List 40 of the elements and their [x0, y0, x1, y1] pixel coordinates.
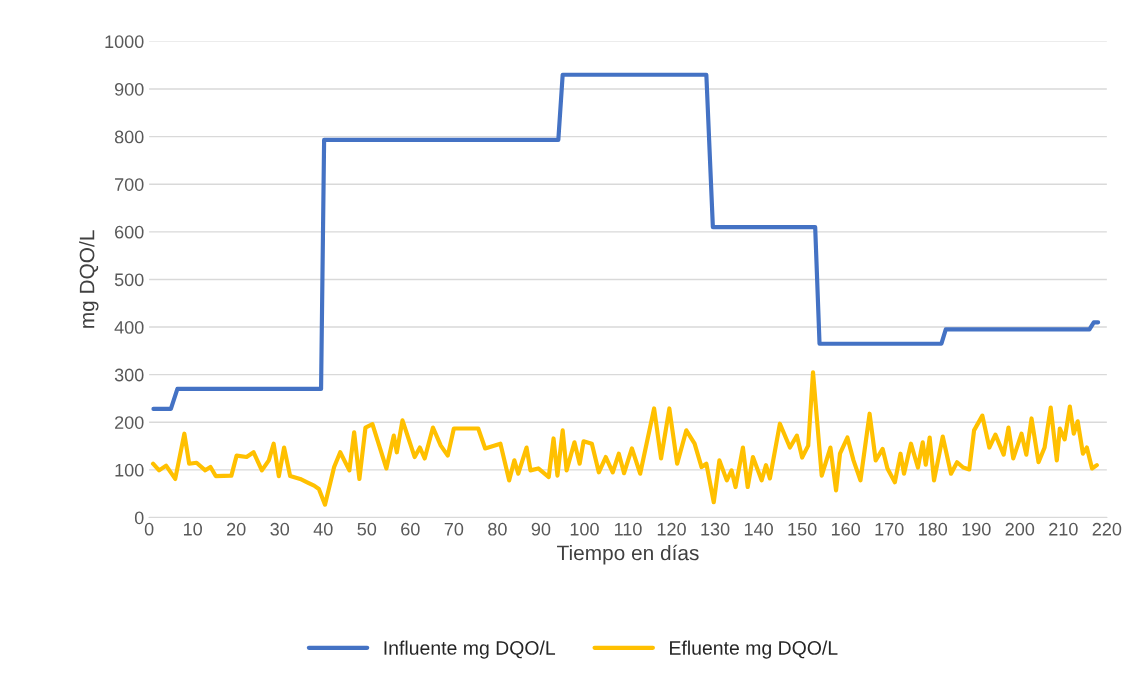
x-tick-label: 110 [614, 522, 642, 536]
y-tick-label: 400 [114, 320, 144, 334]
x-tick-label: 80 [488, 522, 507, 536]
x-axis-title: Tiempo en días [557, 544, 699, 565]
y-tick-label: 700 [115, 178, 144, 191]
y-tick-label: 900 [114, 82, 144, 96]
x-tick-label: 60 [401, 522, 420, 536]
x-tick-label: 100 [570, 522, 599, 536]
x-tick-label: 140 [744, 522, 773, 536]
x-tick-label: 220 [1092, 522, 1122, 536]
x-tick-label: 150 [788, 522, 817, 536]
y-tick-label: 100 [115, 463, 144, 477]
legend-label: Influente mg DQO/L [384, 640, 556, 659]
x-tick-label: 180 [919, 522, 948, 536]
y-tick-label: 300 [114, 368, 144, 382]
x-tick-label: 30 [270, 522, 290, 536]
x-tick-label: 130 [701, 522, 730, 536]
y-tick-label: 500 [114, 273, 144, 287]
x-tick-label: 40 [313, 522, 333, 536]
y-tick-label: 200 [115, 416, 144, 429]
legend-label: Efluente mg DQO/L [670, 640, 838, 659]
x-tick-label: 200 [1005, 522, 1035, 536]
y-tick-label: 1000 [105, 35, 144, 49]
x-tick-label: 210 [1049, 522, 1078, 536]
y-axis-title: mg DQO/L [79, 230, 99, 328]
x-tick-label: 0 [144, 522, 154, 536]
y-tick-label: 800 [114, 130, 144, 144]
line-series [151, 72, 1101, 412]
x-tick-label: 120 [657, 522, 686, 536]
x-tick-label: 20 [227, 522, 246, 536]
x-tick-label: 170 [875, 522, 904, 536]
x-tick-label: 10 [183, 522, 202, 536]
x-tick-label: 160 [831, 522, 861, 536]
x-tick-label: 190 [962, 522, 991, 536]
y-tick-label: 600 [115, 225, 144, 239]
x-tick-label: 90 [531, 522, 551, 536]
x-tick-label: 70 [444, 522, 464, 536]
y-tick-label: 0 [134, 511, 144, 525]
x-tick-label: 50 [357, 522, 377, 536]
line-series [150, 370, 1099, 507]
